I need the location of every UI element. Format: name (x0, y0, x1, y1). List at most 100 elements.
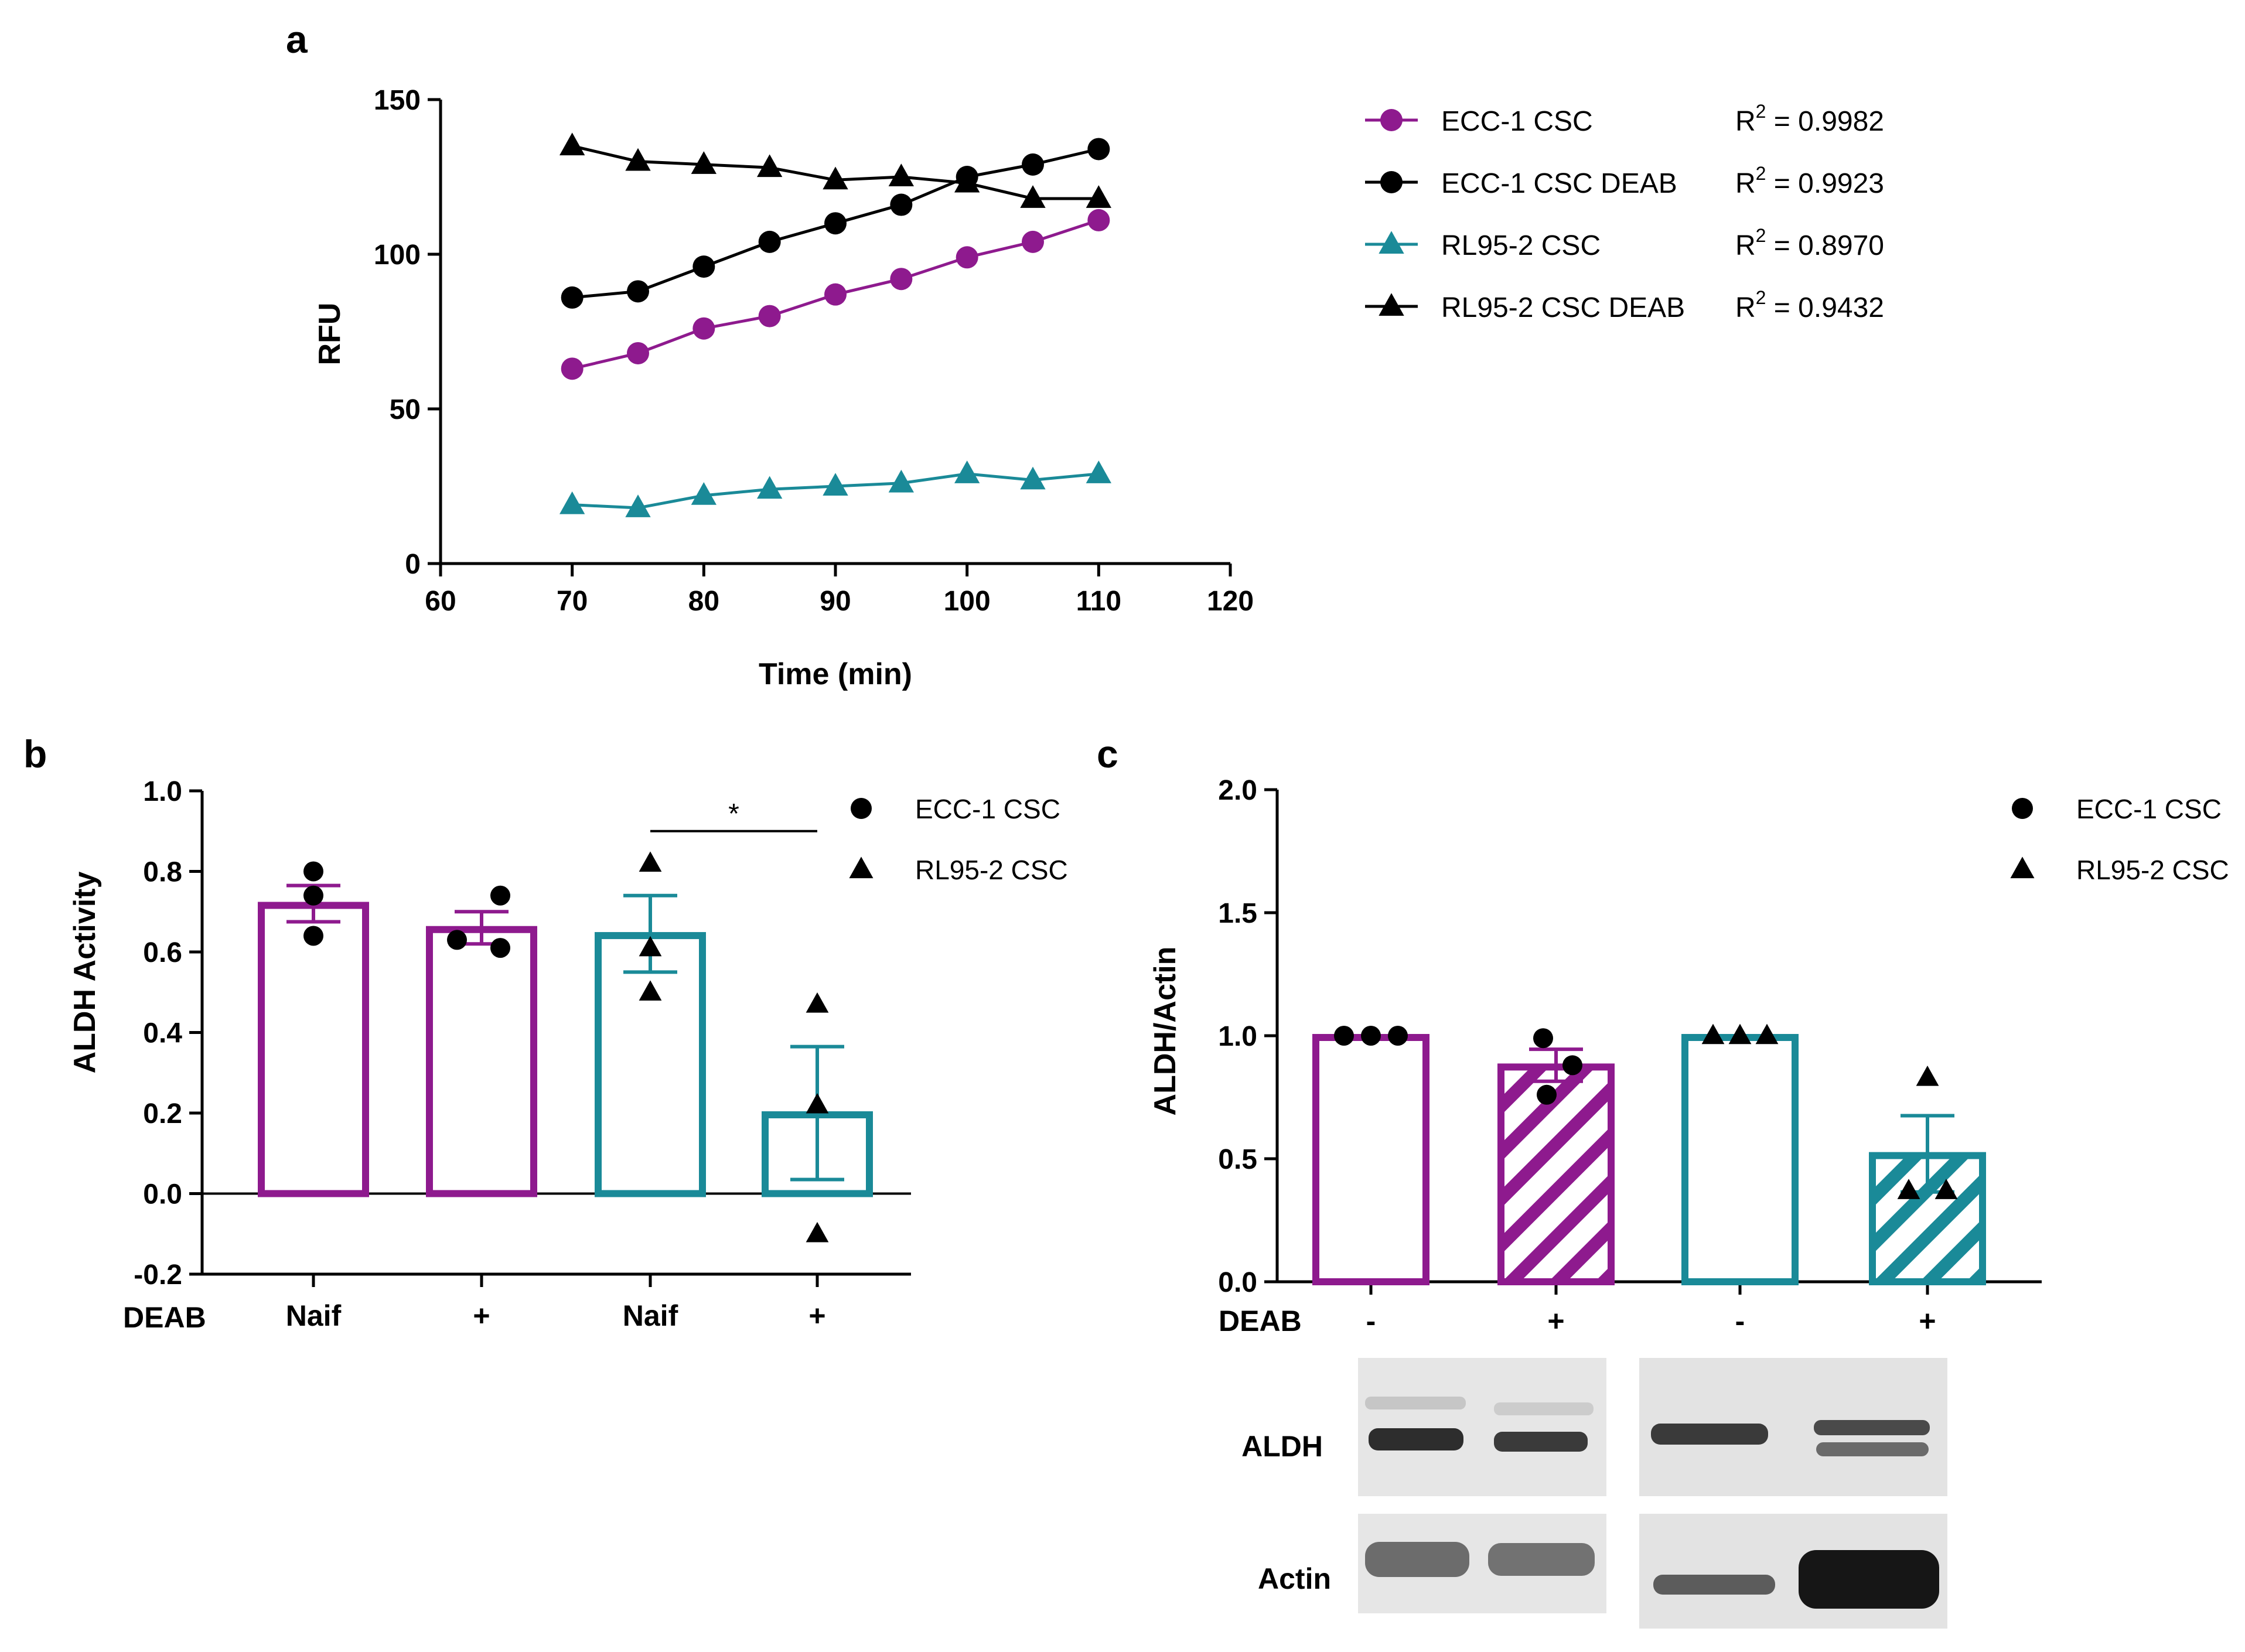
panel-c-bar-group (1497, 1028, 1615, 1286)
panel-b-legend-marker (851, 798, 872, 819)
panel-b-data-point (447, 930, 467, 950)
panel-c-ytick-label: 1.0 (1218, 1021, 1257, 1052)
panel-b-ytick-label: 0.0 (143, 1179, 182, 1210)
legend-item: ECC-1 CSC DEAB R2 = 0.9923 (1365, 163, 1884, 199)
panel-c-bars (1312, 1023, 1986, 1286)
blot-aldh-label: ALDH (1241, 1430, 1323, 1463)
panel-b-legend-label: RL95-2 CSC (915, 855, 1068, 885)
legend-item: ECC-1 CSC R2 = 0.9982 (1365, 101, 1884, 137)
blot-deab-mark-2: + (1547, 1305, 1564, 1337)
legend-item: RL95-2 CSC R2 = 0.8970 (1365, 225, 1884, 261)
panel-b-ylabel: ALDH Activity (68, 872, 102, 1074)
panel-b-bar (258, 902, 369, 1197)
panel-a-ytick-label: 150 (374, 85, 421, 116)
panel-a-xtick-label: 70 (557, 586, 588, 617)
series-point (758, 305, 781, 327)
r2-value: = 0.8970 (1766, 230, 1884, 261)
series-rl95-2-csc (559, 460, 1111, 517)
panel-c-bar-group (1681, 1023, 1799, 1285)
panel-b-category-label: + (473, 1299, 490, 1332)
series-point (692, 255, 715, 278)
panel-b-deab-label: DEAB (123, 1301, 206, 1334)
r2-base: R (1735, 230, 1756, 261)
panel-b-ytick-label: 0.4 (143, 1018, 182, 1049)
panel-a-xtick-label: 120 (1207, 586, 1254, 617)
series-point (890, 193, 913, 216)
panel-b-legend: ECC-1 CSC RL95-2 CSC (849, 794, 1068, 885)
panel-c-bar-group (1312, 1026, 1429, 1285)
panel-b-legend-item: RL95-2 CSC (849, 855, 1068, 885)
blot-actin-label: Actin (1258, 1562, 1331, 1595)
legend-marker (1380, 109, 1403, 131)
series-point (890, 268, 913, 291)
panel-c-data-point (1728, 1023, 1752, 1045)
series-point (888, 469, 914, 493)
panel-a-chart: 0 50 100 150 60 70 80 90 100 110 120 Time (min) RF… (313, 85, 1884, 691)
legend-label: ECC-1 CSC (1441, 106, 1593, 137)
panel-c-data-point (1701, 1023, 1725, 1045)
series-point (954, 169, 980, 193)
panel-b-data-point (639, 851, 662, 872)
panel-b-ytick-label: 1.0 (143, 776, 182, 807)
panel-a-xtick-label: 60 (425, 586, 456, 617)
legend-label: RL95-2 CSC (1441, 230, 1601, 261)
r2-value: = 0.9982 (1766, 106, 1884, 137)
panel-a-xtick-label: 90 (820, 586, 851, 617)
panel-b-bar-group (762, 992, 873, 1243)
panel-b-category-label: + (808, 1299, 825, 1332)
panel-letter-a: a (286, 18, 308, 61)
legend-marker (1380, 171, 1403, 193)
panel-b-data-point (490, 885, 510, 906)
legend-marker (1379, 231, 1404, 254)
legend-marker (1379, 293, 1404, 316)
panel-b-data-point (806, 992, 829, 1013)
panel-b-data-point (639, 980, 662, 1001)
panel-b-legend-marker (849, 856, 874, 879)
panel-c-data-point (1562, 1055, 1582, 1076)
legend-r2: R2 = 0.9982 (1735, 101, 1884, 137)
r2-base: R (1735, 292, 1756, 323)
panel-b-legend-item: ECC-1 CSC (851, 794, 1060, 824)
panel-b-data-point (490, 938, 510, 958)
legend-label: ECC-1 CSC DEAB (1441, 168, 1677, 199)
panel-c-legend-label: RL95-2 CSC (2076, 855, 2229, 885)
panel-c-ytick-label: 2.0 (1218, 775, 1257, 806)
series-point (823, 166, 848, 190)
legend-r2: R2 = 0.9923 (1735, 163, 1884, 199)
panel-b-bar-group (595, 851, 706, 1197)
panel-b-axes: -0.2 0.0 0.2 0.4 0.6 0.8 1.0 Naif + Naif + (134, 776, 911, 1332)
panel-b-data-point (806, 1221, 829, 1243)
panel-c-chart: 0.0 0.5 1.0 1.5 2.0 ALDH/Actin ECC-1 CSC RL95… (1148, 775, 2229, 1629)
series-point (559, 132, 585, 156)
series-point (691, 151, 717, 174)
panel-a-ytick-label: 100 (374, 240, 421, 271)
panel-b-bar (426, 926, 537, 1197)
panel-c-deab-label: DEAB (1219, 1305, 1302, 1337)
legend-r2: R2 = 0.9432 (1735, 287, 1884, 323)
series-point (757, 154, 783, 178)
panel-c-ytick-label: 0.5 (1218, 1144, 1257, 1175)
panel-b-bar-group (426, 885, 537, 1197)
series-point (1022, 153, 1044, 176)
series-rl95-2-csc-deab (559, 132, 1111, 208)
series-point (824, 283, 847, 306)
blot-actin-rl952 (1639, 1514, 1947, 1629)
series-point (956, 246, 978, 269)
r2-base: R (1735, 168, 1756, 199)
series-ecc-1-csc-deab (561, 138, 1110, 309)
legend-label: RL95-2 CSC DEAB (1441, 292, 1685, 323)
blot-aldh-rl952 (1639, 1358, 1947, 1496)
r2-sup: 2 (1756, 225, 1766, 246)
panel-b-ytick-label: -0.2 (134, 1260, 182, 1291)
series-point (692, 317, 715, 340)
series-point (627, 342, 649, 364)
panel-b-significance-star: * (728, 798, 739, 830)
blot-aldh-ecc1 (1358, 1358, 1606, 1496)
panel-c-legend-marker (2010, 856, 2035, 879)
panel-c-data-point (1934, 1179, 1958, 1199)
panel-a-axes: 0 50 100 150 60 70 80 90 100 110 120 (374, 85, 1254, 617)
panel-b-category-label: Naif (286, 1299, 342, 1332)
r2-sup: 2 (1756, 101, 1766, 122)
panel-b-ytick-label: 0.2 (143, 1098, 182, 1129)
panel-c-bar-group (1869, 1066, 1986, 1285)
